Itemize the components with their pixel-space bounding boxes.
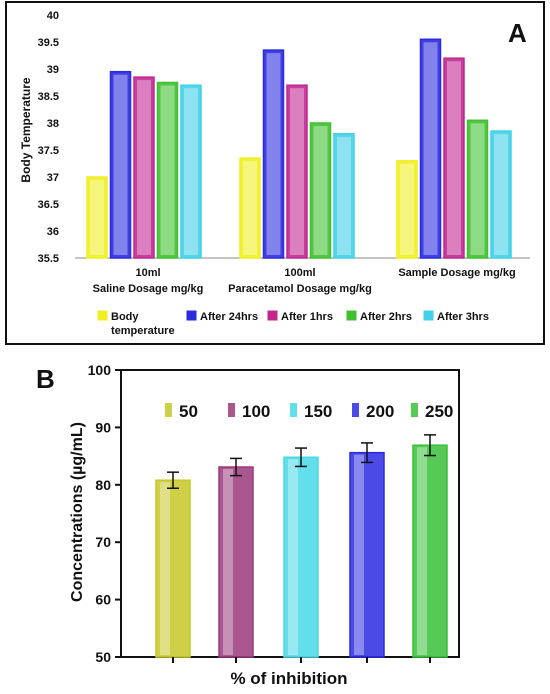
- panel-a-x-label-line1-1: 100ml: [284, 267, 315, 279]
- panel-a-bar-shine-g1-s1: [266, 53, 281, 255]
- panel-a-y-tick-label-6: 38.5: [38, 91, 59, 103]
- panel-a-y-axis-title: Body Temperature: [19, 77, 33, 182]
- panel-a-x-label-line2-0: Saline Dosage mg/kg: [93, 283, 204, 295]
- panel-a-x-labels: 10ml Saline Dosage mg/kg 100ml Paracetamol …: [93, 267, 516, 295]
- panel-a-bar-g1-s0: [239, 157, 261, 259]
- panel-b-bar-shine-3: [354, 454, 364, 655]
- panel-b-legend-label-2: 150: [304, 402, 332, 421]
- panel-a-legend-swatch-0: [97, 310, 108, 321]
- panel-a-bar-g0-s0: [86, 176, 108, 259]
- panel-b-y-tick-label-5: 100: [88, 362, 112, 378]
- panel-a-x-label-line1-0: 10ml: [135, 267, 160, 279]
- panel-a-y-tick-label-3: 37: [47, 172, 59, 184]
- panel-b-legend-label-3: 200: [366, 402, 394, 421]
- panel-a-bar-g1-s1: [262, 49, 285, 259]
- panel-a-y-tick-label-7: 39: [47, 64, 59, 76]
- panel-b-bar-shine-2: [288, 459, 298, 655]
- panel-a-bar-shine-g1-s3: [313, 126, 328, 255]
- panel-a-bar-g1-s2: [286, 84, 308, 259]
- panel-b-bar-0: [155, 479, 191, 658]
- panel-a-bar-g0-s3: [156, 81, 179, 259]
- panel-a-bar-g0-s2: [133, 76, 155, 259]
- panel-a-legend: Body temperature After 24hrs After 1hrs Afte…: [97, 310, 489, 337]
- panel-b-legend-swatch-4: [411, 403, 418, 417]
- panel-a-legend-swatch-1: [186, 310, 197, 321]
- panel-a-bar-g1-s4: [333, 133, 355, 259]
- panel-b-bar-shine-0: [160, 482, 170, 655]
- panel-a-legend-label-0: Body: [111, 311, 139, 323]
- panel-a-y-tick-label-2: 36.5: [38, 199, 59, 211]
- panel-a-bar-shine-g0-s0: [90, 180, 104, 255]
- panel-a-bar-shine-g1-s0: [243, 161, 257, 255]
- panel-a-bar-shine-g0-s1: [113, 74, 128, 255]
- panel-b-legend: 50 100 150 200 250: [165, 402, 453, 421]
- panel-b-legend-label-4: 250: [425, 402, 453, 421]
- panel-a-bar-g2-s0: [396, 160, 418, 259]
- panel-a-bar-shine-g0-s3: [160, 85, 175, 255]
- panel-a-bar-shine-g2-s4: [494, 134, 508, 255]
- panel-b-legend-swatch-1: [228, 403, 235, 417]
- panel-b-x-axis-title: % of inhibition: [230, 669, 347, 688]
- panel-b-legend-swatch-3: [352, 403, 359, 417]
- panel-b-legend-label-0: 50: [179, 402, 198, 421]
- panel-a-legend-label-3: After 2hrs: [360, 311, 412, 323]
- panel-a-bar-shine-g2-s3: [470, 123, 485, 255]
- panel-b-y-tick-label-2: 70: [95, 534, 111, 550]
- panel-a-x-label-line2-1: Paracetamol Dosage mg/kg: [228, 283, 372, 295]
- panel-b-bars: [155, 434, 448, 663]
- panel-a-x-label-line2-2: Sample Dosage mg/kg: [398, 267, 515, 279]
- panel-a-bar-g1-s3: [309, 122, 332, 259]
- panel-a-legend-label-4: After 3hrs: [437, 311, 489, 323]
- panel-a-legend-label-2: After 1hrs: [281, 311, 333, 323]
- panel-b-legend-label-1: 100: [242, 402, 270, 421]
- panel-a-bar-shine-g2-s2: [447, 61, 461, 256]
- panel-b-y-tick-label-1: 60: [95, 592, 111, 608]
- panel-a-bars: [86, 38, 512, 259]
- panel-a-y-tick-label-1: 36: [47, 226, 59, 238]
- panel-b-bar-2: [283, 456, 319, 658]
- panel-b-y-tick-label-3: 80: [95, 477, 111, 493]
- panel-b-legend-swatch-0: [165, 403, 172, 417]
- panel-b-y-axis: 50 60 70 80 90 100: [88, 362, 460, 665]
- panel-a-bar-shine-g2-s1: [423, 42, 438, 255]
- panel-b-y-tick-label-4: 90: [95, 419, 111, 435]
- panel-b-legend-swatch-2: [290, 403, 297, 417]
- panel-a-bar-g2-s4: [490, 130, 512, 259]
- panel-a-legend-swatch-4: [423, 310, 434, 321]
- panel-a-label: A: [508, 18, 527, 48]
- panel-a-legend-label-1: After 24hrs: [200, 311, 258, 323]
- panel-a-bar-g2-s2: [443, 57, 465, 259]
- panel-a-bar-g2-s3: [466, 119, 489, 259]
- panel-b-bar-3: [349, 451, 385, 658]
- panel-b-bar-shine-1: [223, 469, 233, 655]
- panel-a-legend-swatch-2: [267, 310, 278, 321]
- panel-a-legend-label2-0: temperature: [111, 325, 175, 337]
- panel-a-y-tick-label-5: 38: [47, 118, 59, 130]
- panel-a-bar-shine-g2-s0: [400, 163, 414, 255]
- panel-a-legend-swatch-3: [346, 310, 357, 321]
- panel-b-y-axis-title: Concentrations (µg/mL): [69, 422, 86, 602]
- panel-a-y-tick-label-9: 40: [47, 10, 59, 22]
- panel-b-label: B: [36, 364, 55, 394]
- panel-a-bar-shine-g0-s2: [137, 80, 151, 255]
- panel-a-y-tick-label-4: 37.5: [38, 145, 59, 157]
- panel-b-y-tick-label-0: 50: [95, 649, 111, 665]
- panel-a-bar-g2-s1: [419, 38, 442, 259]
- panel-b-bar-shine-4: [417, 447, 427, 655]
- panel-a-bar-shine-g0-s4: [184, 88, 198, 255]
- panel-a-y-tick-label-0: 35.5: [38, 253, 59, 265]
- panel-a-bar-shine-g1-s4: [337, 136, 351, 255]
- panel-a-y-tick-label-8: 39.5: [38, 37, 59, 49]
- panel-a-bar-g0-s4: [180, 84, 202, 259]
- panel-a-bar-shine-g1-s2: [290, 88, 304, 255]
- panel-a-bar-g0-s1: [109, 70, 132, 259]
